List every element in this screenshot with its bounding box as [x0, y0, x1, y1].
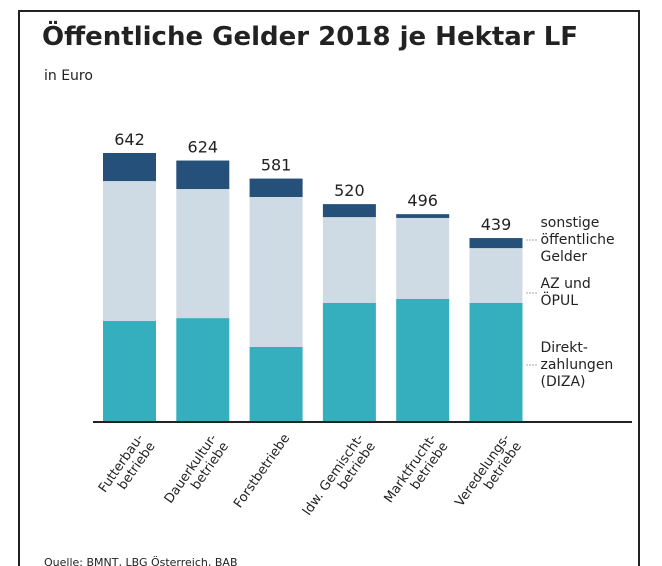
source: Quelle: BMNT, LBG Österreich, BAB	[44, 556, 238, 566]
bar-segment	[322, 204, 376, 218]
subtitle: in Euro	[44, 68, 93, 84]
chart-title: Öffentliche Gelder 2018 je Hektar LF	[42, 22, 579, 52]
bar-segment	[249, 178, 303, 197]
legend-label: Direkt- zahlungen (DIZA)	[540, 339, 614, 390]
legend-label: AZ und ÖPUL	[540, 276, 591, 309]
bar-segment	[103, 153, 156, 182]
total-label: 439	[481, 215, 512, 234]
bar-segment	[469, 303, 523, 422]
bar-segment	[249, 196, 303, 347]
bar-segment	[396, 214, 450, 218]
bar-segment	[322, 303, 376, 422]
bar-segment	[176, 189, 230, 319]
bar-segment	[176, 318, 230, 422]
total-label: 496	[407, 191, 438, 210]
bar-segment	[396, 217, 450, 299]
bar-segment	[249, 346, 303, 422]
total-label: 520	[334, 181, 365, 200]
bar-segment	[469, 238, 523, 249]
bar-segment	[103, 321, 156, 422]
legend-label: sonstige öffentliche Gelder	[540, 214, 615, 265]
frame	[18, 10, 640, 566]
bar-segment	[396, 298, 450, 422]
bar-segment	[176, 160, 230, 190]
bar-segment	[322, 217, 376, 304]
total-label: 642	[114, 130, 145, 149]
total-label: 624	[188, 138, 219, 157]
total-label: 581	[261, 156, 292, 175]
bar-segment	[469, 248, 523, 304]
bar-segment	[103, 181, 156, 322]
